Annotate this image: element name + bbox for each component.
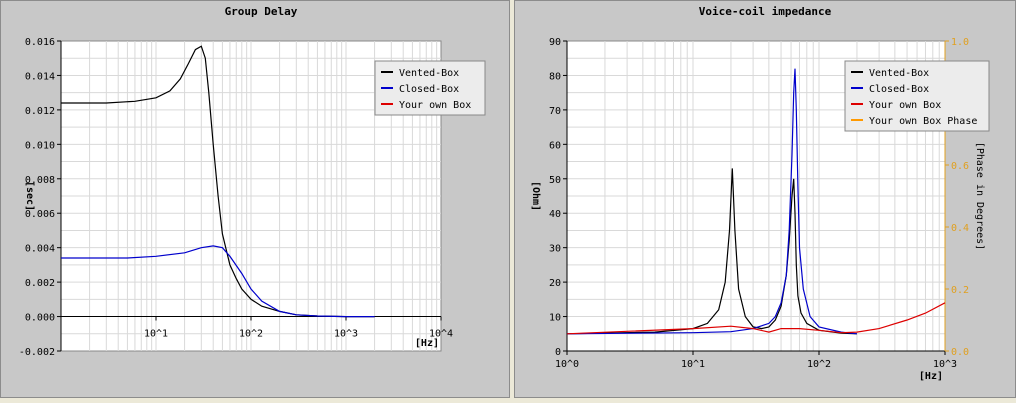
x-tick-label: 10^1 — [681, 359, 705, 370]
chart-title: Voice-coil impedance — [699, 5, 832, 18]
y-tick-label: 0.016 — [25, 37, 55, 48]
y-tick-label: 0.000 — [25, 313, 55, 324]
legend-label: Closed-Box — [399, 84, 459, 95]
y2-tick-label: 0.6 — [951, 161, 969, 172]
y-tick-label: 80 — [549, 71, 561, 82]
panel-gap — [510, 0, 514, 403]
impedance-panel: Voice-coil impedance 0 10 20 30 40 50 60 70 80 90 1… — [514, 0, 1016, 398]
y-tick-label: 90 — [549, 37, 561, 48]
x-tick-label: 10^2 — [239, 329, 263, 340]
x-tick-label: 10^2 — [807, 359, 831, 370]
y-tick-label: 0 — [555, 347, 561, 358]
y-tick-label: 60 — [549, 140, 561, 151]
legend-label: Your own Box — [869, 100, 941, 111]
y-axis-label: [Ohm] — [530, 181, 541, 211]
y2-tick-label: 0.2 — [951, 285, 969, 296]
x-tick-label: 10^0 — [555, 359, 579, 370]
x-tick-label: 10^3 — [933, 359, 957, 370]
y-tick-label: 20 — [549, 278, 561, 289]
y-tick-label: 0.006 — [25, 209, 55, 220]
y-tick-label: 0.004 — [25, 244, 55, 255]
y-tick-label: 50 — [549, 175, 561, 186]
y-tick-label: 30 — [549, 244, 561, 255]
y-tick-label: 0.002 — [25, 278, 55, 289]
y-tick-label: 0.012 — [25, 106, 55, 117]
y-axis-label: [sec] — [24, 181, 35, 211]
y2-tick-label: 0.4 — [951, 223, 969, 234]
legend-label: Your own Box — [399, 100, 471, 111]
x-tick-label: 10^3 — [334, 329, 358, 340]
group-delay-chart: Group Delay -0.002 0.000 0.002 0.004 0.006 0.0… — [19, 5, 486, 358]
y-tick-label: 40 — [549, 209, 561, 220]
legend-box — [374, 60, 486, 116]
y2-axis-label: [Phase in Degrees] — [974, 142, 985, 250]
x-axis-label: [Hz] — [919, 371, 943, 382]
series-line-vented-box — [566, 168, 857, 335]
x-tick-label: 10^1 — [144, 329, 168, 340]
legend-label: Your own Box Phase — [869, 116, 977, 127]
legend-label: Closed-Box — [869, 84, 929, 95]
y-tick-label: -0.002 — [19, 347, 55, 358]
impedance-chart: Voice-coil impedance 0 10 20 30 40 50 60 70 80 90 1… — [530, 5, 990, 382]
series-line-closed-box — [61, 245, 375, 318]
y2-tick-label: 0.0 — [951, 347, 969, 358]
y-tick-label: 70 — [549, 106, 561, 117]
y-tick-label: 0.008 — [25, 175, 55, 186]
legend-label: Vented-Box — [869, 68, 929, 79]
y2-tick-label: 1.0 — [951, 37, 969, 48]
x-axis-label: [Hz] — [415, 338, 439, 349]
x-tick-label: 10^4 — [429, 329, 453, 340]
y-tick-label: 0.010 — [25, 140, 55, 151]
group-delay-panel: Group Delay -0.002 0.000 0.002 0.004 0.006 0.0… — [0, 0, 510, 398]
legend-label: Vented-Box — [399, 68, 459, 79]
series-line-closed-box — [566, 68, 857, 335]
series-line-your-own-box — [566, 302, 946, 335]
chart-title: Group Delay — [225, 5, 298, 18]
y-tick-label: 0.014 — [25, 71, 55, 82]
legend-box — [844, 60, 990, 132]
y-tick-label: 10 — [549, 313, 561, 324]
